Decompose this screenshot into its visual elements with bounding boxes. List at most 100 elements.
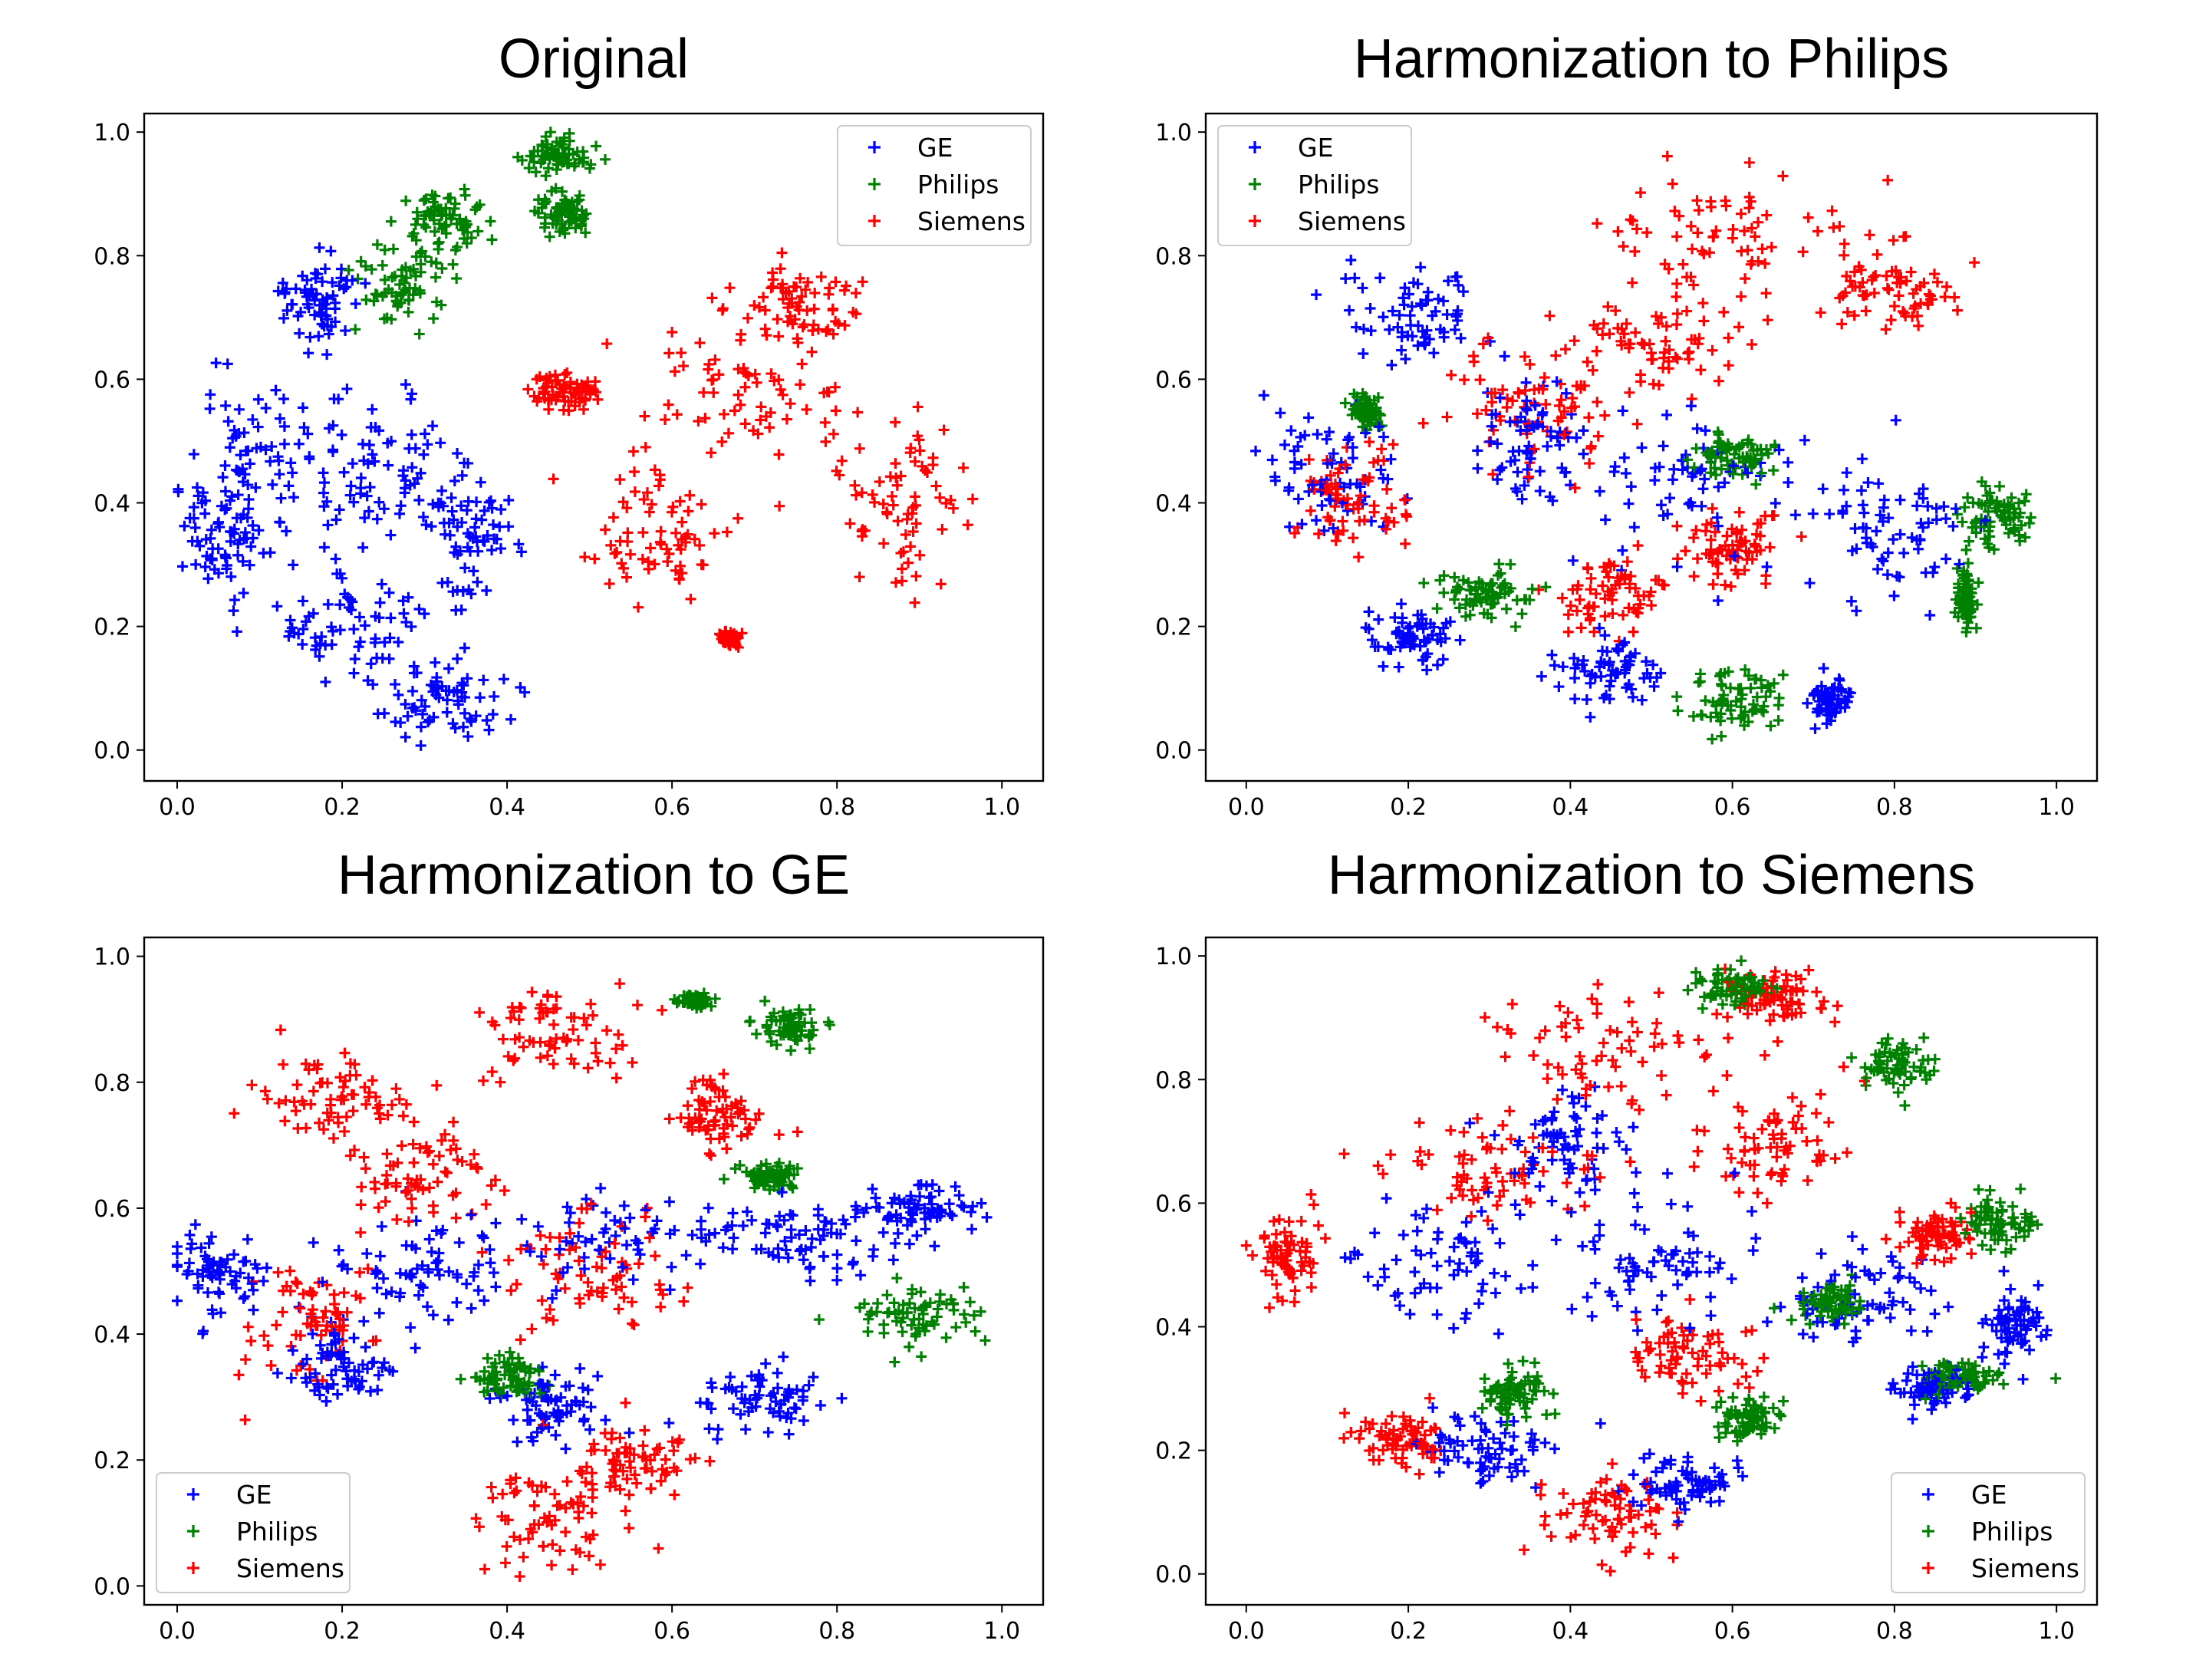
data-point-siemens bbox=[538, 1540, 549, 1552]
data-point-philips bbox=[1716, 463, 1727, 475]
data-point-ge bbox=[1542, 440, 1553, 452]
data-point-ge bbox=[214, 522, 226, 533]
data-point-siemens bbox=[535, 1230, 546, 1241]
data-point-philips bbox=[1717, 693, 1729, 705]
data-point-ge bbox=[1269, 475, 1281, 486]
data-point-siemens bbox=[1704, 1338, 1716, 1349]
data-point-siemens bbox=[1597, 580, 1608, 591]
data-point-siemens bbox=[1355, 1425, 1367, 1437]
data-point-philips bbox=[813, 1314, 825, 1326]
data-point-siemens bbox=[910, 499, 921, 511]
data-point-philips bbox=[904, 1298, 915, 1309]
data-point-ge bbox=[882, 1212, 894, 1224]
data-point-siemens bbox=[1458, 1169, 1470, 1181]
data-point-siemens bbox=[670, 565, 681, 576]
data-point-siemens bbox=[1273, 1214, 1285, 1225]
data-point-siemens bbox=[1459, 374, 1470, 386]
data-point-ge bbox=[199, 562, 211, 573]
data-point-ge bbox=[283, 631, 295, 642]
data-point-ge bbox=[483, 724, 495, 736]
data-point-ge bbox=[274, 469, 285, 480]
data-point-siemens bbox=[1811, 987, 1822, 998]
data-point-ge bbox=[1448, 1323, 1460, 1334]
data-point-ge bbox=[293, 1301, 305, 1313]
data-point-ge bbox=[1592, 1113, 1603, 1124]
data-point-siemens bbox=[749, 368, 761, 380]
data-point-ge bbox=[624, 1427, 635, 1438]
data-point-ge bbox=[440, 685, 452, 697]
data-point-siemens bbox=[1556, 412, 1567, 423]
plot-area bbox=[172, 978, 993, 1582]
data-point-siemens bbox=[583, 1550, 594, 1562]
data-point-ge bbox=[459, 562, 471, 574]
data-point-ge bbox=[848, 1257, 859, 1268]
data-point-philips bbox=[433, 243, 444, 255]
data-point-siemens bbox=[1725, 581, 1737, 592]
data-point-siemens bbox=[573, 1507, 584, 1518]
data-point-siemens bbox=[594, 1559, 606, 1570]
data-point-siemens bbox=[785, 398, 796, 410]
data-point-siemens bbox=[567, 1564, 578, 1576]
data-point-siemens bbox=[505, 1013, 516, 1024]
data-point-siemens bbox=[578, 1500, 589, 1512]
data-point-ge bbox=[1536, 670, 1547, 682]
data-point-siemens bbox=[291, 1079, 303, 1091]
data-point-siemens bbox=[785, 311, 796, 322]
data-point-philips bbox=[920, 1320, 932, 1332]
data-point-siemens bbox=[1677, 1388, 1688, 1399]
data-point-ge bbox=[765, 1403, 776, 1415]
data-point-siemens bbox=[1536, 1479, 1547, 1491]
data-point-siemens bbox=[1939, 292, 1951, 303]
data-point-ge bbox=[1881, 569, 1893, 581]
data-point-siemens bbox=[542, 1050, 553, 1062]
data-point-siemens bbox=[570, 388, 581, 400]
data-point-ge bbox=[374, 1307, 385, 1319]
data-point-ge bbox=[457, 585, 469, 597]
data-point-siemens bbox=[1796, 531, 1807, 542]
data-point-siemens bbox=[703, 1148, 715, 1159]
data-point-philips bbox=[940, 1332, 952, 1343]
data-point-siemens bbox=[1562, 609, 1574, 621]
data-point-siemens bbox=[1734, 540, 1746, 552]
data-point-siemens bbox=[617, 1039, 628, 1051]
data-point-ge bbox=[1552, 432, 1563, 443]
data-point-ge bbox=[378, 503, 390, 515]
data-point-siemens bbox=[1630, 327, 1641, 338]
data-point-siemens bbox=[719, 1132, 730, 1143]
legend-marker-ge bbox=[187, 1488, 199, 1500]
data-point-siemens bbox=[1477, 338, 1489, 350]
data-point-ge bbox=[1648, 680, 1660, 692]
data-point-ge bbox=[1453, 1258, 1465, 1270]
data-point-siemens bbox=[1845, 275, 1856, 287]
data-point-siemens bbox=[927, 460, 939, 471]
data-point-philips bbox=[532, 207, 544, 219]
data-point-siemens bbox=[841, 280, 852, 292]
data-point-siemens bbox=[744, 1122, 756, 1133]
data-point-ge bbox=[1696, 463, 1707, 475]
data-point-philips bbox=[2019, 496, 2030, 507]
data-point-siemens bbox=[534, 1003, 545, 1014]
data-point-siemens bbox=[355, 1199, 367, 1211]
data-point-siemens bbox=[584, 388, 596, 400]
data-point-siemens bbox=[1720, 579, 1731, 591]
data-point-ge bbox=[1655, 499, 1667, 511]
data-point-ge bbox=[354, 636, 366, 647]
data-point-siemens bbox=[391, 1214, 403, 1225]
data-point-ge bbox=[1495, 1416, 1506, 1428]
data-point-siemens bbox=[502, 1050, 514, 1062]
data-point-ge bbox=[901, 1220, 913, 1231]
data-point-ge bbox=[1378, 660, 1389, 672]
data-point-siemens bbox=[1758, 1352, 1770, 1364]
data-point-philips bbox=[519, 1386, 531, 1398]
data-point-ge bbox=[1311, 515, 1322, 526]
data-point-philips bbox=[1361, 402, 1373, 413]
data-point-siemens bbox=[900, 529, 911, 540]
data-point-ge bbox=[189, 522, 201, 533]
data-point-siemens bbox=[1872, 249, 1883, 260]
data-point-philips bbox=[1980, 499, 1991, 511]
data-point-ge bbox=[1395, 598, 1407, 610]
data-point-siemens bbox=[934, 492, 946, 503]
data-point-ge bbox=[463, 584, 475, 595]
data-point-siemens bbox=[515, 1003, 527, 1014]
data-point-ge bbox=[1594, 1219, 1605, 1230]
